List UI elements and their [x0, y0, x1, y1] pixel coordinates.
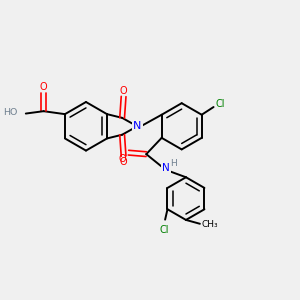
- Text: N: N: [162, 164, 170, 173]
- Text: O: O: [119, 154, 126, 164]
- Text: O: O: [40, 82, 47, 92]
- Text: O: O: [120, 157, 128, 167]
- Text: Cl: Cl: [215, 99, 225, 109]
- Text: Cl: Cl: [160, 225, 169, 235]
- Text: H: H: [170, 159, 177, 168]
- Text: O: O: [120, 85, 128, 96]
- Text: HO: HO: [3, 109, 17, 118]
- Text: N: N: [133, 121, 141, 131]
- Text: CH₃: CH₃: [201, 220, 218, 229]
